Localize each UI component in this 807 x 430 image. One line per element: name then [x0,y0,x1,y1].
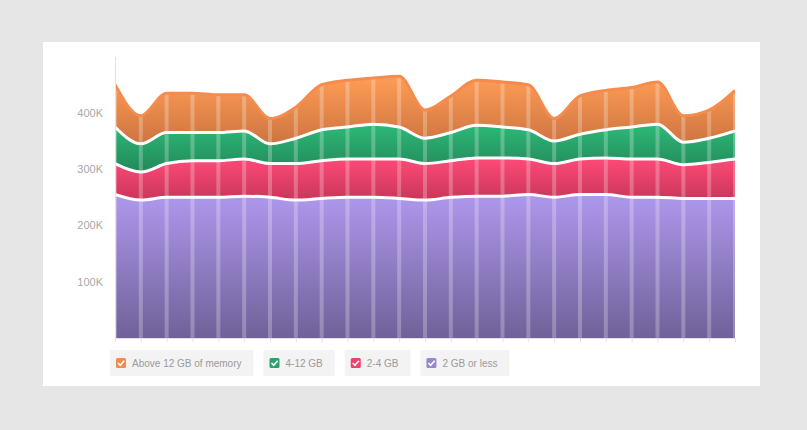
legend-item[interactable]: Above 12 GB of memory [110,350,254,376]
legend-check[interactable] [272,361,278,366]
y-axis-line [115,57,116,338]
series-line [115,194,735,200]
x-tick [554,338,555,342]
x-axis [116,338,736,342]
series-line [115,124,735,144]
x-tick-mark [425,338,426,342]
x-tick [606,338,607,342]
y-tick-label: 400K [77,107,103,119]
stripe [115,57,117,338]
legend-swatch[interactable] [426,358,436,368]
x-tick-mark [373,338,374,342]
x-tick [503,338,504,342]
x-tick [348,338,349,342]
stripe [604,57,608,338]
legend-label[interactable]: Above 12 GB of memory [132,358,242,369]
x-tick [141,338,142,342]
y-tick-label: 100K [77,276,103,288]
legend-label[interactable]: 2-4 GB [367,358,399,369]
card [43,42,760,386]
legend-item[interactable]: 2 GB or less [420,350,509,376]
x-tick-mark [554,338,555,342]
x-tick-mark [244,338,245,342]
y-tick: 300K [77,163,115,175]
legend-swatch[interactable] [351,358,361,368]
legend-item-bg[interactable] [420,350,509,376]
legend-check[interactable] [118,361,124,366]
y-tick: 400K [77,107,115,119]
x-tick-mark [606,338,607,342]
legend-item-bg[interactable] [264,350,335,376]
x-tick-mark [167,338,168,342]
x-tick-mark [683,338,684,342]
legend-item-bg[interactable] [345,350,411,376]
x-tick-mark [296,338,297,342]
series-line [115,158,735,172]
x-tick [658,338,659,342]
x-tick [632,338,633,342]
x-tick [425,338,426,342]
x-tick-mark [115,338,116,342]
x-axis-line [116,339,736,343]
x-tick-mark [658,338,659,342]
x-tick-mark [399,338,400,342]
x-tick-mark [477,338,478,342]
x-tick [193,338,194,342]
x-tick-mark [193,338,194,342]
stripe [294,57,298,338]
x-tick [322,338,323,342]
y-tick-label: 200K [77,219,103,231]
y-tick: 200K [77,219,115,231]
x-tick-mark [632,338,633,342]
legend-label[interactable]: 4-12 GB [286,358,324,369]
series-line [115,76,735,118]
x-tick [683,338,684,342]
chart-svg: 100K 200K 300K 400K Above 12 GB of memory 4-1… [0,0,807,430]
legend-item[interactable]: 2-4 GB [345,350,411,376]
x-tick-mark [709,338,710,342]
x-tick-mark [451,338,452,342]
x-tick [451,338,452,342]
legend-item-bg[interactable] [110,350,254,376]
x-tick-mark [348,338,349,342]
x-tick-mark [270,338,271,342]
legend-check[interactable] [428,361,434,366]
x-tick [528,338,529,342]
x-tick [477,338,478,342]
plot-area [115,57,735,338]
x-tick-mark [580,338,581,342]
y-tick: 100K [77,276,115,288]
x-tick-mark [322,338,323,342]
x-tick [244,338,245,342]
x-tick [580,338,581,342]
legend-check[interactable] [353,361,359,366]
x-tick [296,338,297,342]
x-tick [115,338,116,342]
x-tick [709,338,710,342]
legend: Above 12 GB of memory 4-12 GB 2-4 GB 2 GB o… [110,350,509,376]
y-axis: 100K 200K 300K 400K [77,57,115,338]
y-tick-label: 300K [77,163,103,175]
stripe [139,57,143,338]
legend-label[interactable]: 2 GB or less [442,358,497,369]
x-tick-mark [528,338,529,342]
x-tick-mark [141,338,142,342]
x-tick [167,338,168,342]
x-tick [399,338,400,342]
x-tick-mark [503,338,504,342]
x-tick [270,338,271,342]
legend-item[interactable]: 4-12 GB [264,350,335,376]
x-tick [373,338,374,342]
x-tick [735,338,736,342]
x-tick-mark [735,338,736,342]
legend-swatch[interactable] [270,358,280,368]
stripe [526,57,530,338]
stripe [423,57,427,338]
x-tick-mark [218,338,219,342]
legend-swatch[interactable] [116,358,126,368]
x-tick [218,338,219,342]
stripe [578,57,582,338]
